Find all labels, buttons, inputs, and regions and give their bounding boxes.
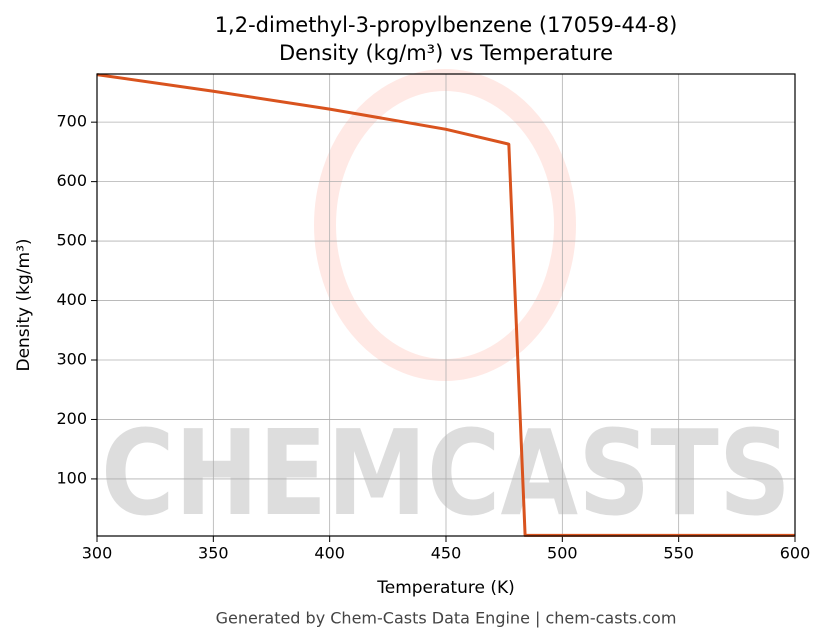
chart-title: 1,2-dimethyl-3-propylbenzene (17059-44-8… (215, 13, 678, 37)
y-tick-label: 300 (56, 350, 87, 369)
y-tick-label: 700 (56, 112, 87, 131)
chart-subtitle: Density (kg/m³) vs Temperature (279, 41, 613, 65)
x-tick-label: 550 (663, 544, 694, 563)
x-tick-label: 500 (547, 544, 578, 563)
y-tick-label: 400 (56, 290, 87, 309)
x-axis-label: Temperature (K) (376, 578, 515, 598)
x-tick-label: 450 (431, 544, 462, 563)
x-tick-label: 300 (82, 544, 113, 563)
x-tick-label: 350 (198, 544, 229, 563)
watermark-logo (314, 69, 576, 381)
footer: Generated by Chem-Casts Data Engine | ch… (216, 609, 677, 628)
x-tick-label: 400 (314, 544, 345, 563)
plot-area: 300 350 400 450 500 550 600 100 200 300 400 500 600 7… (56, 73, 811, 563)
y-axis-label: Density (kg/m³) (14, 238, 34, 371)
y-tick-label: 100 (56, 468, 87, 487)
x-tick-label: 600 (780, 544, 811, 563)
y-tick-label: 200 (56, 409, 87, 428)
axes-frame (96, 73, 796, 537)
y-tick-label: 500 (56, 231, 87, 250)
y-tick-label: 600 (56, 171, 87, 190)
